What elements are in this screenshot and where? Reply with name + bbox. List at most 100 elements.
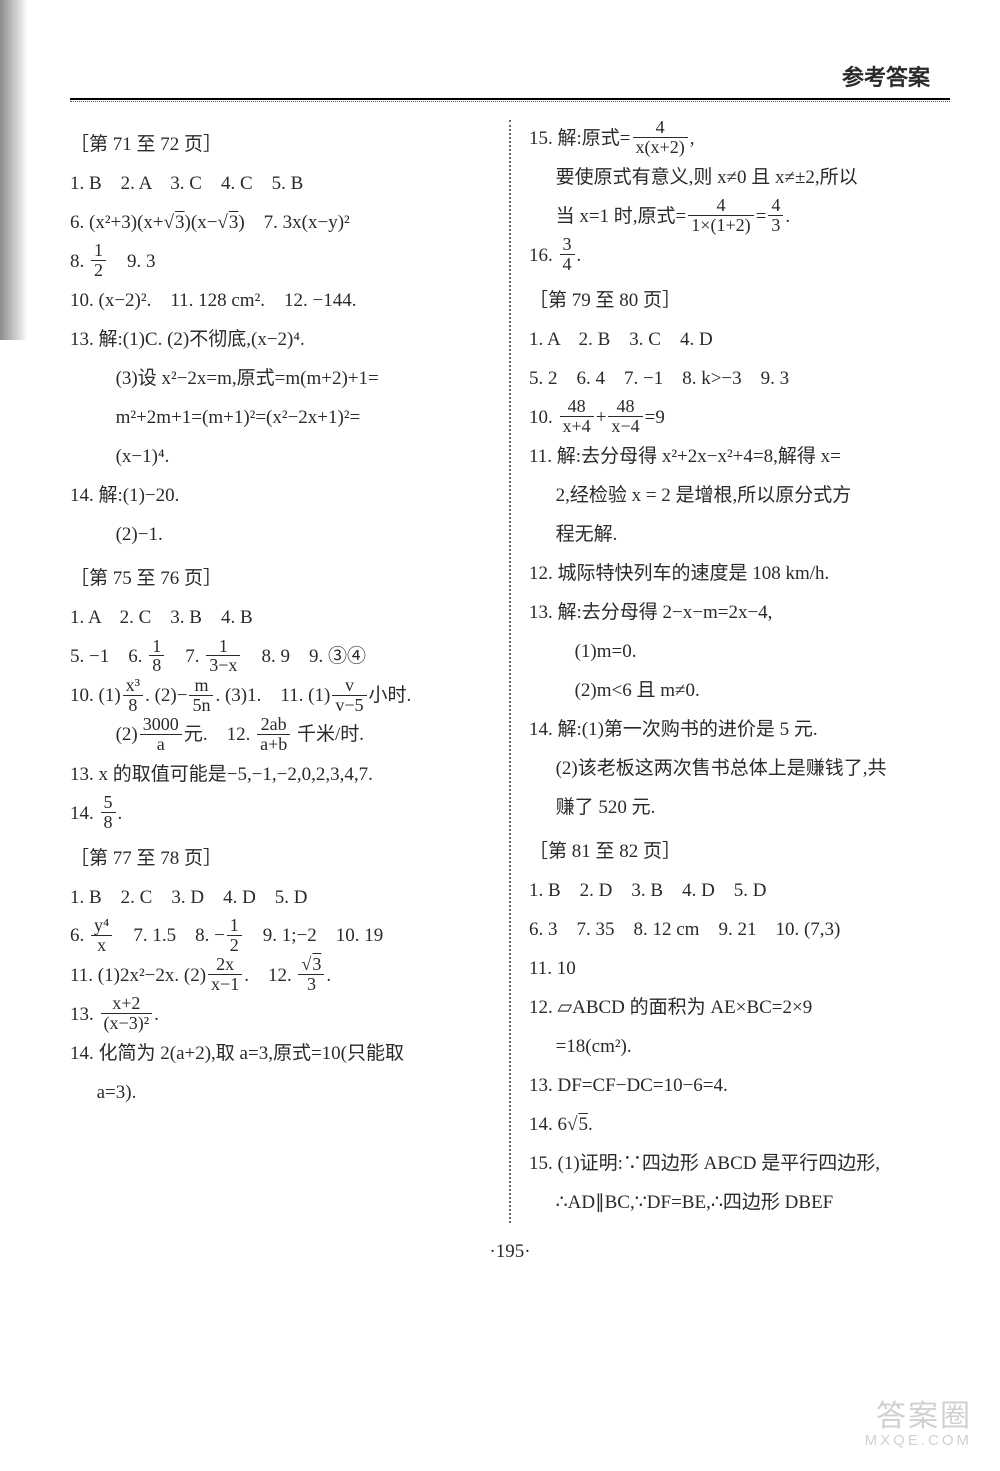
- text: . (2)−: [145, 685, 187, 706]
- right-column: 15. 解:原式=4x(x+2), 要使原式有意义,则 x≠0 且 x≠±2,所…: [529, 120, 950, 1223]
- denominator: x+4: [560, 417, 594, 436]
- left-column: ［第 71 至 72 页］ 1. B 2. A 3. C 4. C 5. B 6…: [70, 120, 491, 1223]
- denominator: a: [140, 735, 182, 754]
- header-title: 参考答案: [70, 60, 950, 92]
- numerator: 1: [206, 637, 240, 657]
- section-heading: ［第 81 至 82 页］: [529, 833, 950, 872]
- text: 当 x=1 时,原式=: [556, 206, 687, 227]
- text: 9. 1;−2 10. 19: [244, 925, 384, 946]
- section-heading: ［第 75 至 76 页］: [70, 560, 491, 599]
- text: .: [588, 1114, 593, 1135]
- answer-line: 13. 解:去分母得 2−x−m=2x−4,: [529, 594, 950, 633]
- fraction: 13−x: [204, 637, 242, 676]
- answer-line: 6. (x²+3)(x+√3)(x−√3) 7. 3x(x−y)²: [70, 204, 491, 243]
- text: 9. 3: [108, 251, 156, 272]
- text: )(x−: [185, 212, 218, 233]
- fraction: 4x(x+2): [631, 118, 690, 157]
- answer-line: 1. B 2. C 3. D 4. D 5. D: [70, 879, 491, 918]
- sqrt: 3: [228, 212, 239, 233]
- numerator: y⁴: [91, 916, 112, 936]
- text: 15. 解:原式=: [529, 128, 631, 149]
- text: 16.: [529, 245, 558, 266]
- denominator: 2: [227, 936, 242, 955]
- text: ) 7. 3x(x−y)²: [238, 212, 349, 233]
- text: +: [596, 407, 607, 428]
- sqrt: 5: [577, 1114, 588, 1135]
- fraction: 34: [558, 235, 577, 274]
- denominator: 3−x: [206, 656, 240, 675]
- fraction: 2aba+b: [255, 715, 292, 754]
- answer-line: 15. 解:原式=4x(x+2),: [529, 120, 950, 159]
- answer-line: 程无解.: [529, 516, 950, 555]
- answer-line: 1. A 2. B 3. C 4. D: [529, 321, 950, 360]
- column-divider: [509, 120, 511, 1223]
- numerator: x³: [123, 676, 143, 696]
- answer-line: m²+2m+1=(m+1)²=(x²−2x+1)²=: [70, 399, 491, 438]
- text: 元. 12.: [184, 724, 255, 745]
- answer-line: 11. 解:去分母得 x²+2x−x²+4=8,解得 x=: [529, 438, 950, 477]
- answer-line: 15. (1)证明:∵四边形 ABCD 是平行四边形,: [529, 1145, 950, 1184]
- answer-line: 1. B 2. D 3. B 4. D 5. D: [529, 872, 950, 911]
- denominator: 3: [768, 216, 783, 235]
- denominator: a+b: [257, 735, 290, 754]
- answer-line: 5. 2 6. 4 7. −1 8. k>−3 9. 3: [529, 360, 950, 399]
- answer-line: 赚了 520 元.: [529, 789, 950, 828]
- text: 14.: [70, 803, 99, 824]
- fraction: x+2(x−3)²: [99, 994, 155, 1033]
- fraction: x³8: [121, 676, 145, 715]
- text: 13.: [70, 1004, 99, 1025]
- answer-line: 14. 化简为 2(a+2),取 a=3,原式=10(只能取: [70, 1035, 491, 1074]
- text: . (3)1. 11. (1): [215, 685, 330, 706]
- text: 10. (1): [70, 685, 121, 706]
- text: .: [785, 206, 790, 227]
- answer-line: 14. 解:(1)第一次购书的进价是 5 元.: [529, 711, 950, 750]
- numerator: √3: [298, 955, 324, 975]
- answer-line: 6. 3 7. 35 8. 12 cm 9. 21 10. (7,3): [529, 911, 950, 950]
- text: =: [756, 206, 767, 227]
- answer-line: 当 x=1 时,原式=41×(1+2)=43.: [529, 198, 950, 237]
- page: 参考答案 ［第 71 至 72 页］ 1. B 2. A 3. C 4. C 5…: [0, 0, 1000, 1303]
- answer-line: (x−1)⁴.: [70, 438, 491, 477]
- answer-line: 10. (x−2)². 11. 128 cm². 12. −144.: [70, 282, 491, 321]
- answer-line: 14. 解:(1)−20.: [70, 477, 491, 516]
- denominator: 5n: [189, 696, 213, 715]
- header-rule: [70, 98, 950, 102]
- fraction: 3000a: [138, 715, 184, 754]
- denominator: (x−3)²: [101, 1014, 153, 1033]
- fraction: 48x+4: [558, 397, 596, 436]
- numerator: 3: [560, 235, 575, 255]
- answer-line: 13. 解:(1)C. (2)不彻底,(x−2)⁴.: [70, 321, 491, 360]
- section-heading: ［第 71 至 72 页］: [70, 126, 491, 165]
- answer-line: (2)m<6 且 m≠0.: [529, 672, 950, 711]
- numerator: 4: [688, 196, 753, 216]
- page-number: ·195·: [70, 1241, 950, 1263]
- text: 5. −1 6.: [70, 646, 147, 667]
- denominator: 1×(1+2): [688, 216, 753, 235]
- numerator: 48: [560, 397, 594, 417]
- answer-line: 1. A 2. C 3. B 4. B: [70, 599, 491, 638]
- answer-line: 12. ▱ABCD 的面积为 AE×BC=2×9: [529, 989, 950, 1028]
- text: 11. (1)2x²−2x. (2): [70, 965, 206, 986]
- fraction: 2xx−1: [206, 955, 244, 994]
- text: =9: [645, 407, 665, 428]
- denominator: v−5: [332, 696, 366, 715]
- numerator: 1: [149, 637, 164, 657]
- text: 7. 1.5 8. −: [114, 925, 224, 946]
- answer-line: (1)m=0.: [529, 633, 950, 672]
- text: . 12.: [244, 965, 296, 986]
- text: 小时.: [369, 685, 412, 706]
- numerator: 1: [227, 916, 242, 936]
- answer-line: (2)−1.: [70, 516, 491, 555]
- fraction: 48x−4: [606, 397, 644, 436]
- fraction: 41×(1+2): [686, 196, 755, 235]
- answer-line: 6. y⁴x 7. 1.5 8. −12 9. 1;−2 10. 19: [70, 917, 491, 956]
- answer-line: 12. 城际特快列车的速度是 108 km/h.: [529, 555, 950, 594]
- answer-line: 8. 12 9. 3: [70, 243, 491, 282]
- sqrt: 3: [174, 212, 185, 233]
- answer-line: 14. 58.: [70, 795, 491, 834]
- fraction: √33: [296, 955, 326, 994]
- fraction: y⁴x: [89, 916, 114, 955]
- answer-line: (2)3000a元. 12. 2aba+b 千米/时.: [70, 716, 491, 755]
- numerator: 4: [633, 118, 688, 138]
- fraction: 12: [89, 241, 108, 280]
